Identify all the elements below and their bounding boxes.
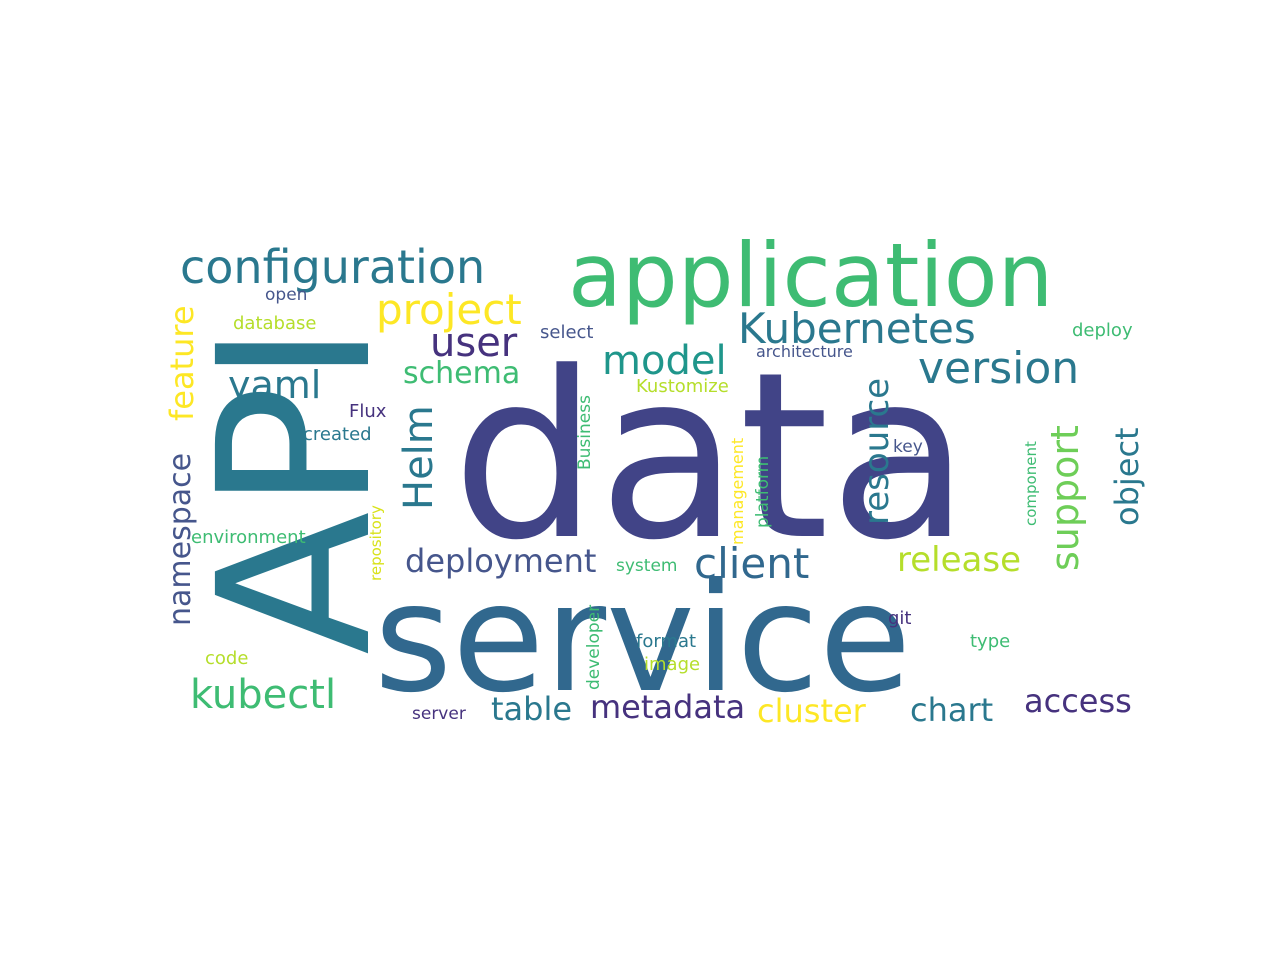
word-kubernetes: Kubernetes [738, 304, 976, 353]
word-access: access [1024, 682, 1132, 720]
word-format: format [636, 631, 696, 652]
word-metadata: metadata [590, 688, 745, 726]
word-configuration: configuration [180, 240, 485, 294]
word-cluster: cluster [757, 692, 867, 730]
word-object: object [1108, 427, 1146, 526]
word-component: component [1022, 441, 1040, 526]
word-server: server [412, 704, 466, 724]
word-environment: environment [191, 527, 306, 548]
word-key: key [893, 437, 923, 457]
word-yaml: yaml [228, 363, 321, 407]
word-system: system [616, 556, 677, 576]
word-version: version [918, 343, 1079, 394]
word-project: project [376, 285, 522, 334]
word-management: management [728, 438, 747, 545]
word-kubectl: kubectl [190, 672, 336, 718]
word-service: service [374, 552, 911, 726]
word-code: code [205, 648, 248, 669]
word-type: type [970, 631, 1010, 652]
word-deploy: deploy [1072, 320, 1133, 341]
word-release: release [897, 540, 1021, 580]
word-support: support [1043, 425, 1087, 571]
word-user: user [430, 320, 518, 366]
word-architecture: architecture [756, 342, 853, 361]
word-business: Business [575, 395, 595, 470]
word-resource: resource [857, 378, 897, 525]
word-repository: repository [367, 505, 385, 581]
word-deployment: deployment [405, 542, 596, 580]
word-platform: platform [753, 456, 773, 528]
word-created: created [303, 424, 372, 445]
word-data: data [452, 324, 970, 591]
word-git: git [888, 608, 911, 629]
word-developer: developer [584, 605, 604, 690]
word-database: database [233, 313, 316, 334]
word-kustomize: Kustomize [636, 376, 729, 397]
word-flux: Flux [349, 401, 387, 422]
word-table: table [491, 690, 572, 728]
word-application: application [568, 224, 1053, 327]
word-api: API [173, 323, 418, 655]
word-schema: schema [403, 356, 520, 391]
word-chart: chart [910, 691, 993, 729]
word-feature: feature [163, 305, 201, 421]
word-image: image [644, 654, 700, 675]
word-open: open [265, 285, 307, 305]
word-model: model [602, 338, 727, 384]
word-select: select [540, 322, 593, 343]
word-namespace: namespace [163, 453, 198, 626]
word-client: client [694, 539, 809, 588]
word-helm: Helm [396, 405, 442, 510]
